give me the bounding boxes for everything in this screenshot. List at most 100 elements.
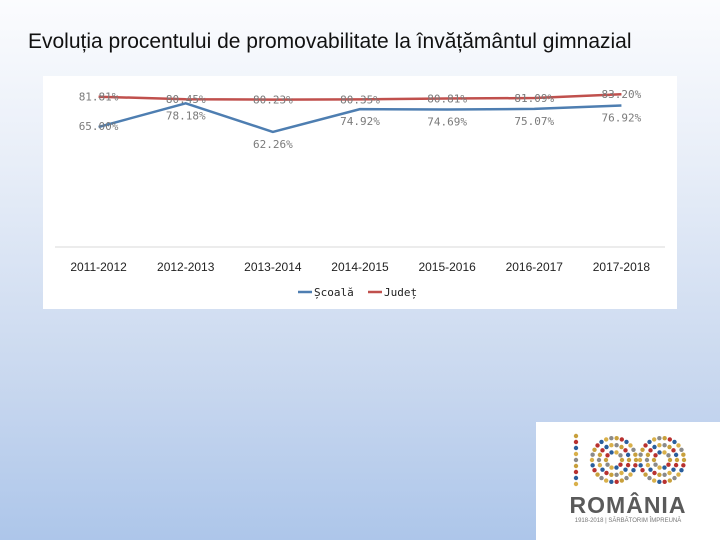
logo-dot	[671, 448, 676, 453]
logo-dot	[640, 447, 645, 452]
logo-dot	[662, 479, 667, 485]
logo-dot	[605, 453, 610, 458]
logo-dot	[600, 448, 605, 453]
logo-dot	[619, 444, 624, 450]
legend-label: Județ	[384, 286, 417, 299]
logo-dot	[595, 472, 600, 477]
logo-dot	[631, 468, 636, 473]
logo-dot	[597, 462, 603, 468]
data-label: 81.09%	[514, 92, 554, 105]
logo-dot	[672, 475, 677, 481]
x-tick-label: 2011-2012	[70, 260, 127, 274]
data-label: 80.35%	[340, 93, 380, 106]
logo-dot	[681, 463, 686, 468]
logo-dot	[618, 453, 623, 458]
data-label: 78.18%	[166, 109, 206, 122]
logo-dot	[618, 462, 623, 467]
logo-dot	[600, 467, 605, 472]
logo-dot	[648, 467, 653, 472]
logo-dot	[667, 478, 673, 483]
logo-dot	[623, 448, 628, 453]
x-tick-label: 2012-2013	[157, 260, 215, 274]
logo-dot	[573, 457, 579, 463]
logo-dot	[643, 443, 648, 448]
logo-dot	[647, 475, 652, 481]
x-tick-label: 2016-2017	[506, 260, 564, 274]
logo-dot	[662, 465, 667, 470]
logo-dot	[662, 472, 667, 477]
data-label: 80.45%	[166, 93, 206, 106]
logo-dot	[625, 462, 631, 468]
logo-dot	[657, 450, 662, 455]
logo-dot	[597, 452, 603, 458]
logo-dot	[633, 452, 638, 457]
x-tick-label: 2013-2014	[244, 260, 302, 274]
data-label: 80.23%	[253, 94, 293, 107]
logo-dot	[603, 437, 609, 442]
data-label: 74.92%	[340, 115, 380, 128]
data-label: 81.81%	[79, 91, 119, 104]
logo-dot	[640, 468, 645, 473]
x-tick-label: 2017-2018	[593, 260, 651, 274]
logo-dot	[652, 444, 657, 450]
series-lines	[98, 92, 622, 134]
logo-dot	[573, 463, 579, 469]
data-label: 80.81%	[427, 93, 467, 106]
logo-dot	[609, 465, 614, 470]
logo-dot	[653, 453, 658, 458]
logo-dot	[653, 462, 658, 467]
logo-dot	[633, 457, 639, 463]
logo-dot	[619, 470, 624, 476]
logo-dot	[609, 435, 614, 441]
logo-dot	[619, 457, 625, 463]
logo-dot	[673, 452, 679, 458]
logo-dot	[679, 468, 684, 473]
chart-panel: 65.00% 78.18% 62.26% 74.92% 74.69% 75.07% 76.9…	[43, 76, 677, 309]
data-label: 65.00%	[79, 120, 119, 133]
logo-dot	[644, 457, 650, 463]
romania-centenary-logo: ROMÂNIA 1918-2018 | SĂRBĂTORIM ÎMPREUNĂ	[536, 422, 720, 540]
logo-dot	[619, 437, 625, 442]
logo-dot	[628, 472, 633, 477]
logo-dot	[657, 479, 662, 485]
logo-dot	[592, 468, 597, 473]
logo-dot	[573, 481, 579, 487]
logo-dot	[652, 470, 657, 476]
data-label: 76.92%	[602, 112, 642, 125]
logo-dot	[603, 457, 609, 463]
series-line-judet	[98, 92, 622, 101]
logo-dot	[651, 457, 657, 463]
logo-dot	[648, 448, 653, 453]
logo-dot	[599, 475, 604, 481]
logo-dot	[666, 462, 671, 467]
logo-tagline: 1918-2018 | SĂRBĂTORIM ÎMPREUNĂ	[574, 518, 682, 524]
logo-dot	[651, 437, 657, 442]
logo-dot	[667, 444, 672, 450]
logo-dot	[673, 462, 679, 468]
logo-dot	[671, 467, 676, 472]
logo-dot	[573, 439, 579, 445]
logo-wordmark: ROMÂNIA	[569, 492, 687, 518]
logo-dot	[614, 472, 619, 477]
logo-dot	[614, 443, 619, 448]
logo-dot	[614, 479, 619, 485]
logo-dot	[603, 478, 609, 483]
data-label: 83.20%	[602, 88, 642, 101]
logo-dot	[626, 457, 632, 463]
legend-label: Școală	[314, 286, 354, 299]
logo-dot	[589, 457, 595, 463]
logo-dot	[645, 452, 651, 458]
logo-dot	[573, 451, 579, 457]
logo-dot	[624, 439, 629, 445]
logo-dot	[651, 478, 657, 483]
logo-dot	[573, 433, 579, 439]
logo-dot	[666, 453, 671, 458]
logo-dot	[633, 463, 638, 468]
logo-dot	[573, 469, 579, 475]
logo-dot	[662, 443, 667, 448]
logo-dot	[645, 462, 651, 468]
logo-dot	[590, 452, 595, 457]
logo-dot	[592, 447, 597, 452]
logo-dot	[674, 457, 680, 463]
logo-dot	[609, 472, 614, 477]
